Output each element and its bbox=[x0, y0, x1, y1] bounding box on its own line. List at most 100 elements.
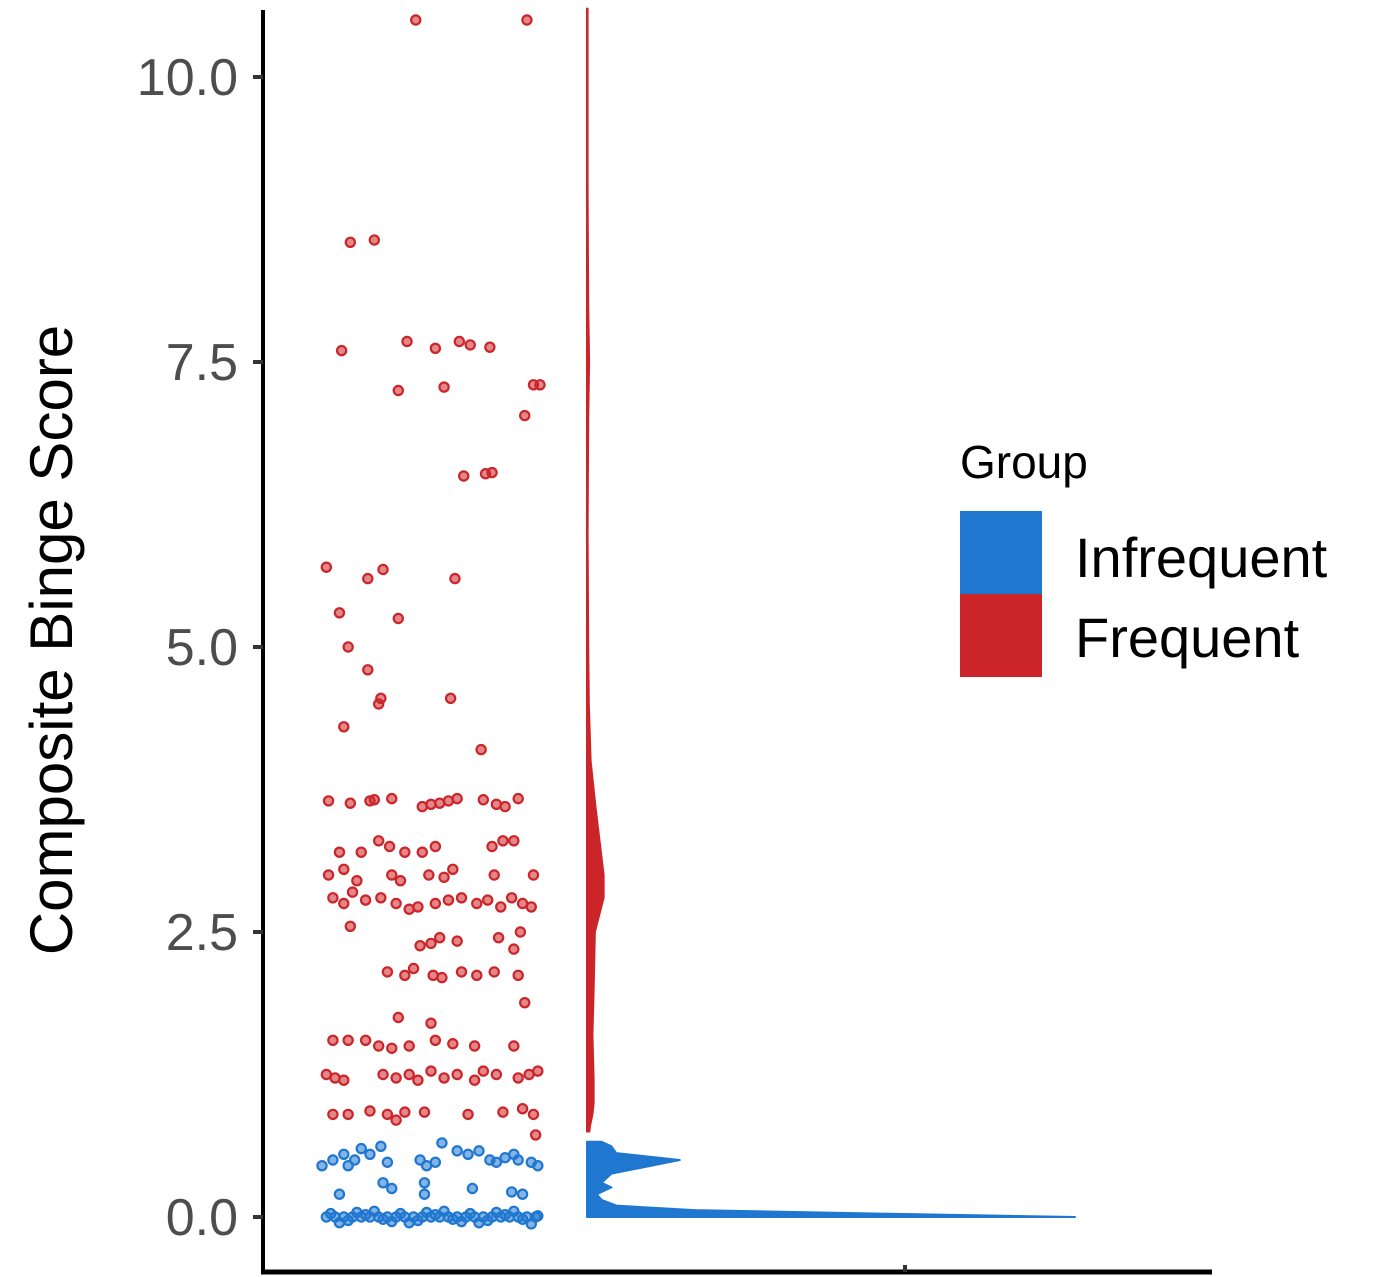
point-infrequent bbox=[403, 1216, 415, 1229]
point-frequent bbox=[429, 1034, 442, 1047]
point-frequent bbox=[322, 869, 335, 881]
point-infrequent bbox=[464, 1207, 476, 1220]
point-frequent bbox=[407, 962, 420, 975]
legend-label-infrequent: Infrequent bbox=[1075, 526, 1328, 589]
point-frequent bbox=[499, 800, 511, 813]
point-frequent bbox=[462, 1108, 474, 1121]
point-frequent bbox=[338, 721, 350, 733]
point-frequent bbox=[338, 1074, 350, 1086]
point-frequent bbox=[447, 1038, 459, 1050]
point-frequent bbox=[458, 470, 470, 482]
point-frequent bbox=[438, 1072, 450, 1084]
point-frequent bbox=[438, 381, 450, 393]
point-frequent bbox=[497, 835, 509, 847]
point-frequent bbox=[414, 939, 426, 952]
point-frequent bbox=[327, 892, 339, 904]
point-infrequent bbox=[386, 1215, 398, 1228]
point-frequent bbox=[399, 969, 411, 982]
point-frequent bbox=[481, 894, 494, 906]
legend-swatch-infrequent bbox=[960, 511, 1042, 594]
point-frequent bbox=[390, 897, 402, 910]
point-frequent bbox=[372, 835, 385, 847]
point-frequent bbox=[492, 932, 505, 944]
legend-swatch-frequent bbox=[960, 594, 1042, 677]
point-frequent bbox=[436, 971, 448, 984]
point-frequent bbox=[381, 966, 394, 978]
point-frequent bbox=[527, 1108, 540, 1121]
point-frequent bbox=[455, 966, 468, 978]
point-frequent bbox=[386, 869, 398, 881]
point-frequent bbox=[335, 344, 348, 357]
legend-label-frequent: Frequent bbox=[1075, 606, 1300, 669]
point-frequent bbox=[429, 897, 442, 910]
point-infrequent bbox=[532, 1159, 544, 1172]
point-frequent bbox=[477, 794, 490, 806]
point-frequent bbox=[449, 572, 461, 585]
point-frequent bbox=[527, 869, 540, 881]
point-infrequent bbox=[512, 1154, 524, 1166]
point-frequent bbox=[344, 797, 357, 809]
point-frequent bbox=[342, 641, 354, 653]
y-axis: 0.0 2.5 5.0 7.5 10.0 bbox=[137, 10, 265, 1272]
point-frequent bbox=[495, 901, 507, 913]
density-infrequent bbox=[586, 1140, 1076, 1218]
point-infrequent bbox=[364, 1148, 376, 1161]
point-infrequent bbox=[473, 1216, 485, 1229]
point-frequent bbox=[390, 1072, 402, 1084]
legend-title: Group bbox=[960, 436, 1088, 488]
point-frequent bbox=[486, 840, 498, 853]
y-tick-label: 10.0 bbox=[137, 49, 238, 107]
point-frequent bbox=[514, 926, 527, 938]
point-infrequent bbox=[466, 1182, 479, 1195]
point-frequent bbox=[508, 1040, 520, 1052]
point-frequent bbox=[477, 1065, 490, 1077]
point-frequent bbox=[362, 572, 374, 585]
point-infrequent bbox=[333, 1216, 346, 1229]
point-infrequent bbox=[316, 1159, 328, 1172]
point-frequent bbox=[355, 846, 367, 858]
point-frequent bbox=[451, 1068, 463, 1081]
point-frequent bbox=[521, 14, 533, 26]
y-tick-label: 7.5 bbox=[166, 334, 238, 392]
point-infrequent bbox=[490, 1206, 503, 1219]
point-frequent bbox=[464, 339, 476, 351]
point-infrequent bbox=[355, 1142, 367, 1155]
point-frequent bbox=[425, 1017, 437, 1029]
point-frequent bbox=[497, 1106, 509, 1118]
legend: Group Infrequent Frequent bbox=[960, 436, 1328, 677]
point-infrequent bbox=[325, 1207, 337, 1220]
point-frequent bbox=[429, 840, 442, 853]
point-frequent bbox=[403, 1068, 415, 1081]
point-frequent bbox=[468, 1074, 481, 1086]
point-infrequent bbox=[438, 1205, 450, 1218]
point-frequent bbox=[525, 901, 537, 913]
point-frequent bbox=[386, 1042, 398, 1054]
point-frequent bbox=[475, 743, 487, 756]
point-infrequent bbox=[455, 1215, 468, 1228]
point-frequent bbox=[342, 1034, 354, 1047]
point-frequent bbox=[516, 1102, 529, 1115]
point-frequent bbox=[484, 341, 496, 353]
point-frequent bbox=[455, 892, 468, 904]
point-frequent bbox=[359, 1034, 372, 1047]
point-frequent bbox=[451, 935, 463, 947]
point-frequent bbox=[368, 234, 381, 246]
point-infrequent bbox=[349, 1154, 361, 1166]
y-tick-label: 2.5 bbox=[166, 904, 238, 962]
point-frequent bbox=[383, 840, 396, 853]
point-frequent bbox=[327, 1034, 339, 1047]
point-frequent bbox=[519, 996, 531, 1009]
point-frequent bbox=[368, 794, 381, 806]
point-frequent bbox=[425, 1065, 437, 1077]
point-frequent bbox=[412, 901, 424, 913]
point-infrequent bbox=[381, 1156, 394, 1168]
point-frequent bbox=[416, 846, 428, 858]
point-frequent bbox=[392, 1011, 404, 1024]
point-frequent bbox=[372, 1040, 385, 1052]
point-frequent bbox=[399, 846, 411, 858]
density-frequent bbox=[586, 7, 605, 1133]
point-infrequent bbox=[505, 1186, 518, 1198]
point-infrequent bbox=[338, 1148, 350, 1161]
point-frequent bbox=[488, 966, 500, 978]
